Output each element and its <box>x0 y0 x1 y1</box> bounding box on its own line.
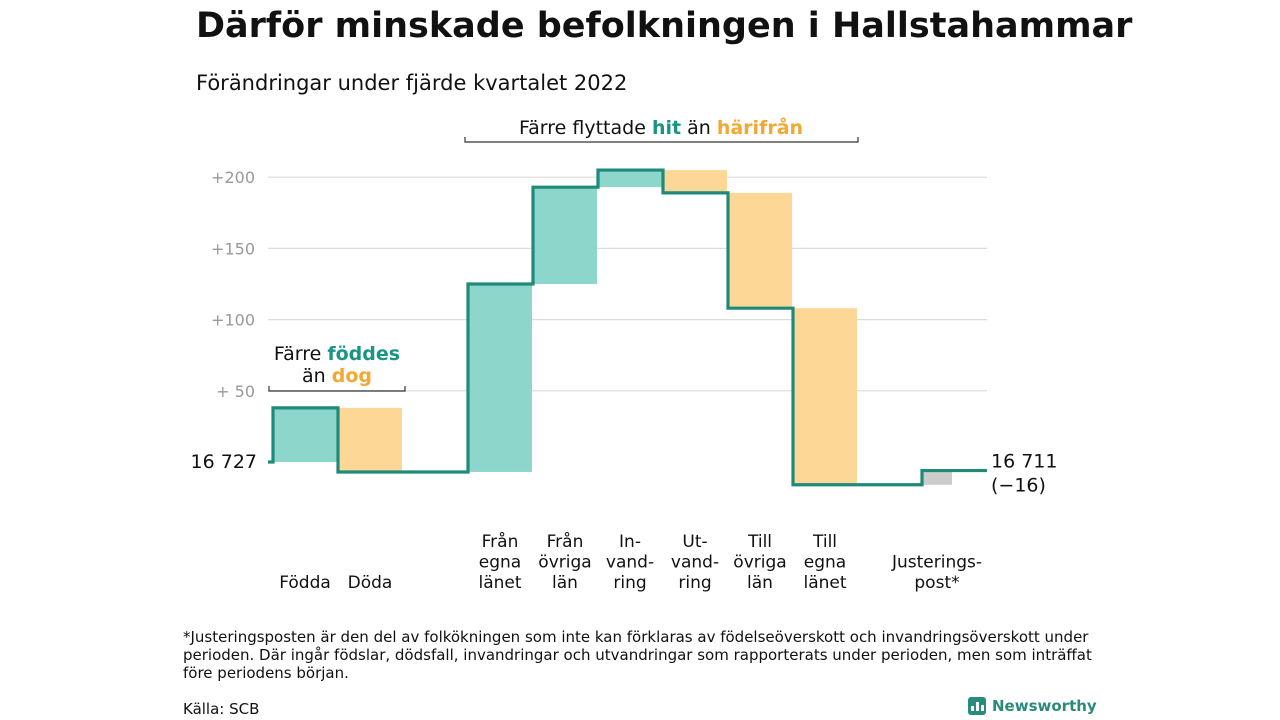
migration-bracket <box>464 137 859 143</box>
category-label: län <box>552 573 578 593</box>
category-label: ring <box>613 573 646 593</box>
end-value-label: 16 711 <box>991 451 1057 473</box>
population-step-line <box>268 168 987 487</box>
migration-annotation: Färre flyttade hit än härifrån <box>519 115 803 139</box>
brand-logo: Newsworthy <box>968 697 1097 715</box>
footnote: *Justeringsposten är den del av folkökni… <box>183 628 1092 682</box>
waterfall-bar <box>663 170 727 193</box>
category-label: Döda <box>348 573 393 593</box>
end-change-label: (−16) <box>991 475 1046 497</box>
category-label: län <box>747 573 773 593</box>
y-tick-label: +150 <box>211 239 255 258</box>
category-label: vand- <box>671 553 719 573</box>
chart-subtitle: Förändringar under fjärde kvartalet 2022 <box>196 71 628 95</box>
category-label: vand- <box>606 553 654 573</box>
y-tick-label: +100 <box>211 311 255 330</box>
source-credit: Källa: SCB <box>183 700 260 718</box>
category-label: länet <box>478 573 521 593</box>
brand-name: Newsworthy <box>992 697 1097 715</box>
y-tick-label: +200 <box>211 168 255 187</box>
births-annotation-line1: Färre föddes <box>274 343 400 365</box>
waterfall-bar <box>728 192 792 309</box>
waterfall-bar <box>533 187 597 284</box>
category-label: Till <box>747 532 772 552</box>
bar-chart-logo-icon <box>968 697 986 715</box>
waterfall-bar <box>922 470 952 485</box>
waterfall-chart: + 50 +100 +150 +200 16 727 16 711(−16) Födda D… <box>191 115 1058 593</box>
waterfall-bar <box>598 170 662 188</box>
births-annotation-line2: än dog <box>302 365 372 387</box>
category-label: övriga <box>733 553 786 573</box>
category-label: Från <box>547 531 584 552</box>
births-bracket <box>268 386 406 392</box>
waterfall-bar <box>468 284 532 472</box>
category-label: egna <box>479 553 521 573</box>
chart-title: Därför minskade befolkningen i Hallstaha… <box>196 6 1133 46</box>
waterfall-bar <box>338 407 402 472</box>
category-label: Justerings- <box>891 553 982 573</box>
category-label: Ut- <box>682 532 707 552</box>
category-label: övriga <box>538 553 591 573</box>
category-label: post* <box>914 573 959 593</box>
waterfall-bar <box>273 407 337 462</box>
category-label: Födda <box>279 573 331 593</box>
category-label: Till <box>812 532 837 552</box>
category-label: länet <box>803 573 846 593</box>
category-label: egna <box>804 553 846 573</box>
category-label: In- <box>619 532 641 552</box>
y-tick-label: + 50 <box>216 382 255 401</box>
category-label: Från <box>482 531 519 552</box>
waterfall-bar <box>793 308 857 485</box>
category-label: ring <box>678 573 711 593</box>
start-value-label: 16 727 <box>191 451 257 473</box>
